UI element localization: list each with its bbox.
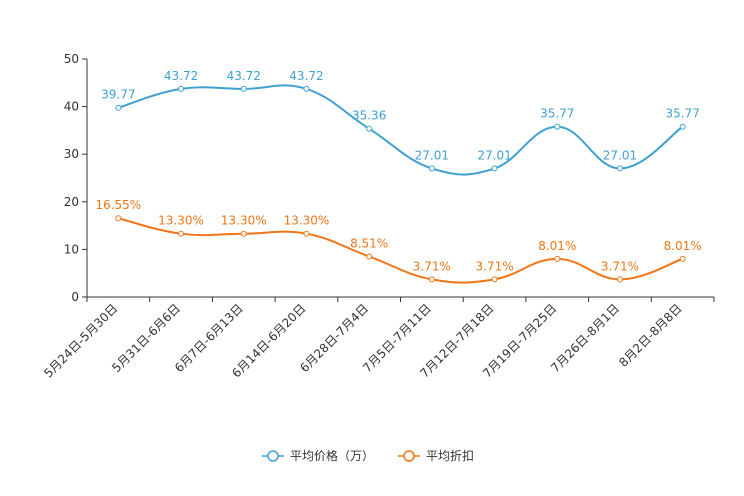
avg-discount-point — [240, 230, 247, 237]
avg-price-point — [491, 165, 498, 172]
avg-discount-point — [178, 230, 185, 237]
avg-price-data-label: 43.72 — [289, 69, 323, 83]
avg-price-data-label: 27.01 — [603, 148, 637, 162]
y-tick-label: 0 — [71, 290, 79, 304]
avg-price-data-label: 43.72 — [164, 69, 198, 83]
avg-price-point — [178, 85, 185, 92]
avg-discount-data-label: 3.71% — [601, 259, 639, 273]
data-labels-layer: 39.77 43.72 43.72 43.72 35.36 27.01 27.01 35.77… — [95, 69, 701, 273]
legend-label: 平均价格（万） — [290, 448, 374, 463]
avg-discount-data-label: 8.01% — [664, 239, 702, 253]
x-tick-label: 8月2日-8月8日 — [616, 301, 685, 370]
legend-item-avg-price[interactable]: 平均价格（万） — [262, 448, 374, 463]
avg-discount-point — [428, 276, 435, 283]
avg-discount-data-label: 8.01% — [538, 239, 576, 253]
avg-discount-data-label: 3.71% — [475, 259, 513, 273]
avg-price-data-label: 39.77 — [101, 88, 135, 102]
avg-price-data-label: 27.01 — [477, 148, 511, 162]
y-tick-label: 10 — [64, 242, 79, 256]
avg-price-data-label: 35.77 — [665, 107, 699, 121]
avg-discount-data-label: 13.30% — [221, 214, 267, 228]
avg-discount-point — [679, 255, 686, 262]
avg-price-point — [366, 125, 373, 132]
avg-price-point — [679, 123, 686, 130]
avg-discount-data-label: 13.30% — [284, 214, 330, 228]
y-tick-label: 40 — [64, 100, 79, 114]
legend-circle-icon — [403, 450, 415, 462]
series-layer — [115, 84, 686, 284]
avg-discount-point — [554, 255, 561, 262]
avg-price-data-label: 43.72 — [227, 69, 261, 83]
avg-discount-data-label: 8.51% — [350, 236, 388, 250]
legend-circle-icon — [267, 450, 279, 462]
avg-discount-point — [303, 230, 310, 237]
avg-price-series-line — [118, 84, 684, 176]
legend-label: 平均折扣 — [426, 448, 474, 463]
legend-item-avg-discount[interactable]: 平均折扣 — [398, 448, 474, 463]
avg-price-point — [554, 123, 561, 130]
avg-discount-data-label: 16.55% — [95, 198, 141, 212]
y-tick-label: 50 — [64, 52, 79, 66]
avg-price-point — [303, 85, 310, 92]
avg-price-point — [240, 85, 247, 92]
avg-price-point — [616, 165, 623, 172]
y-tick-label: 30 — [64, 147, 79, 161]
avg-price-data-label: 27.01 — [415, 148, 449, 162]
x-tick-label: 5月24日-5月30日 — [41, 301, 120, 380]
avg-price-point — [115, 104, 122, 111]
avg-discount-series-line — [118, 217, 683, 284]
x-tick-label: 7月26日-8月1日 — [548, 301, 622, 375]
avg-discount-point — [616, 276, 623, 283]
avg-discount-data-label: 13.30% — [158, 214, 204, 228]
avg-discount-point — [115, 215, 122, 222]
avg-discount-point — [366, 253, 373, 260]
avg-discount-data-label: 3.71% — [413, 259, 451, 273]
legend[interactable]: 平均价格（万） 平均折扣 — [262, 448, 474, 463]
axes: 010203040505月24日-5月30日5月31日-6月6日6月7日-6月1… — [41, 52, 715, 381]
avg-price-point — [428, 165, 435, 172]
avg-discount-point — [491, 276, 498, 283]
avg-price-data-label: 35.77 — [540, 107, 574, 121]
y-tick-label: 20 — [64, 195, 79, 209]
avg-price-data-label: 35.36 — [352, 109, 386, 123]
